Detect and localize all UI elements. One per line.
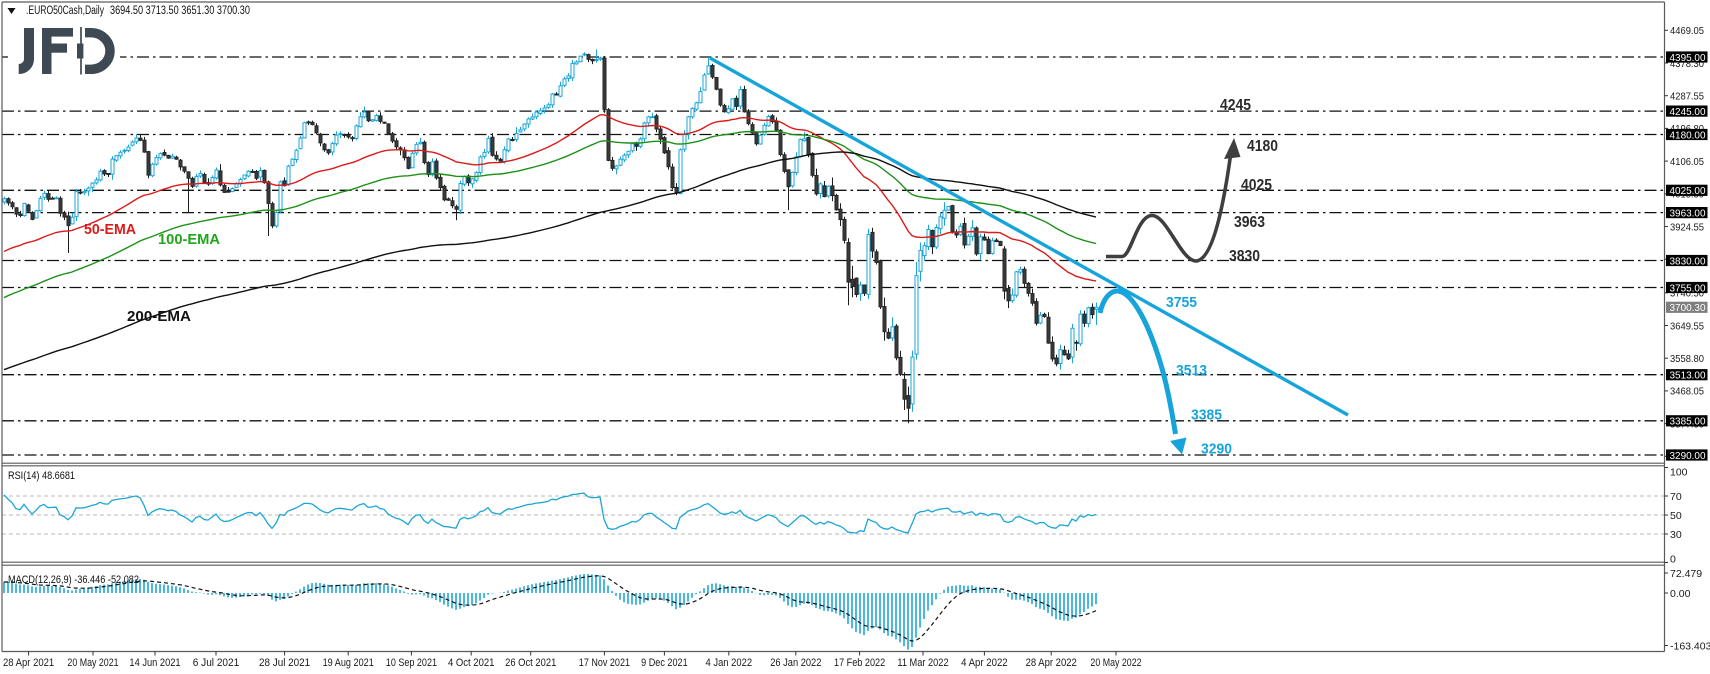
- svg-text:28 Apr 2022: 28 Apr 2022: [1026, 657, 1077, 669]
- svg-text:RSI(14) 48.6681: RSI(14) 48.6681: [8, 470, 75, 482]
- svg-text:4287.55: 4287.55: [1670, 91, 1704, 103]
- svg-text:26 Oct 2021: 26 Oct 2021: [505, 657, 556, 669]
- svg-text:0: 0: [1670, 553, 1676, 565]
- svg-text:17 Feb 2022: 17 Feb 2022: [834, 657, 885, 669]
- svg-text:4 Apr 2022: 4 Apr 2022: [961, 657, 1008, 669]
- svg-text:14 Jun 2021: 14 Jun 2021: [129, 657, 180, 669]
- svg-text:3755: 3755: [1166, 294, 1197, 311]
- svg-text:17 Nov 2021: 17 Nov 2021: [579, 657, 630, 669]
- svg-text:3649.55: 3649.55: [1670, 320, 1704, 332]
- svg-text:3468.05: 3468.05: [1670, 386, 1704, 398]
- svg-text:MACD(12,26,9) -36.446 -52.082: MACD(12,26,9) -36.446 -52.082: [8, 574, 139, 586]
- svg-text:3513.00: 3513.00: [1670, 370, 1706, 382]
- svg-text:0.00: 0.00: [1670, 588, 1691, 600]
- svg-text:3700.30: 3700.30: [1670, 302, 1706, 314]
- svg-text:28 Jul 2021: 28 Jul 2021: [259, 657, 310, 669]
- svg-text:3385.00: 3385.00: [1670, 416, 1706, 428]
- svg-text:4180.00: 4180.00: [1670, 129, 1706, 141]
- svg-text:3290: 3290: [1201, 441, 1232, 458]
- svg-text:3963.00: 3963.00: [1670, 208, 1706, 220]
- svg-text:3385: 3385: [1191, 407, 1222, 424]
- svg-text:50-EMA: 50-EMA: [84, 222, 137, 238]
- svg-text:9 Dec 2021: 9 Dec 2021: [641, 657, 688, 669]
- svg-text:72.479: 72.479: [1670, 568, 1702, 580]
- svg-text:4469.05: 4469.05: [1670, 25, 1704, 37]
- svg-text:.EURO50Cash,Daily: .EURO50Cash,Daily: [26, 5, 104, 17]
- svg-text:4180: 4180: [1247, 138, 1278, 155]
- svg-text:30: 30: [1670, 529, 1682, 541]
- svg-text:6 Jul 2021: 6 Jul 2021: [193, 657, 240, 669]
- svg-text:3924.55: 3924.55: [1670, 221, 1704, 233]
- svg-text:3290.00: 3290.00: [1670, 450, 1706, 462]
- svg-text:100-EMA: 100-EMA: [158, 232, 221, 248]
- svg-text:3830.00: 3830.00: [1670, 255, 1706, 267]
- svg-text:4106.05: 4106.05: [1670, 156, 1704, 168]
- svg-text:4 Jan 2022: 4 Jan 2022: [706, 657, 753, 669]
- svg-text:3755.00: 3755.00: [1670, 282, 1706, 294]
- svg-text:4245: 4245: [1220, 97, 1251, 114]
- svg-text:50: 50: [1670, 510, 1682, 522]
- svg-text:4025.00: 4025.00: [1670, 185, 1706, 197]
- svg-text:3513: 3513: [1176, 362, 1207, 379]
- svg-text:10 Sep 2021: 10 Sep 2021: [386, 657, 437, 669]
- svg-text:4245.00: 4245.00: [1670, 106, 1706, 118]
- svg-text:3963: 3963: [1234, 214, 1265, 231]
- svg-text:4 Oct 2021: 4 Oct 2021: [448, 657, 495, 669]
- svg-text:3558.80: 3558.80: [1670, 353, 1704, 365]
- svg-text:28 Apr 2021: 28 Apr 2021: [3, 657, 54, 669]
- svg-text:3830: 3830: [1229, 248, 1260, 265]
- svg-text:200-EMA: 200-EMA: [127, 308, 191, 325]
- svg-text:3694.50 3713.50 3651.30 3700.3: 3694.50 3713.50 3651.30 3700.30: [110, 5, 250, 17]
- svg-text:26 Jan 2022: 26 Jan 2022: [770, 657, 821, 669]
- svg-text:20 May 2022: 20 May 2022: [1090, 657, 1141, 669]
- svg-text:4025: 4025: [1241, 177, 1272, 194]
- svg-text:11 Mar 2022: 11 Mar 2022: [897, 657, 948, 669]
- svg-text:4395.00: 4395.00: [1670, 52, 1706, 64]
- svg-text:100: 100: [1670, 466, 1688, 478]
- svg-text:20 May 2021: 20 May 2021: [67, 657, 118, 669]
- svg-text:70: 70: [1670, 491, 1682, 503]
- svg-text:-163.403: -163.403: [1670, 640, 1710, 652]
- svg-text:19 Aug 2021: 19 Aug 2021: [323, 657, 374, 669]
